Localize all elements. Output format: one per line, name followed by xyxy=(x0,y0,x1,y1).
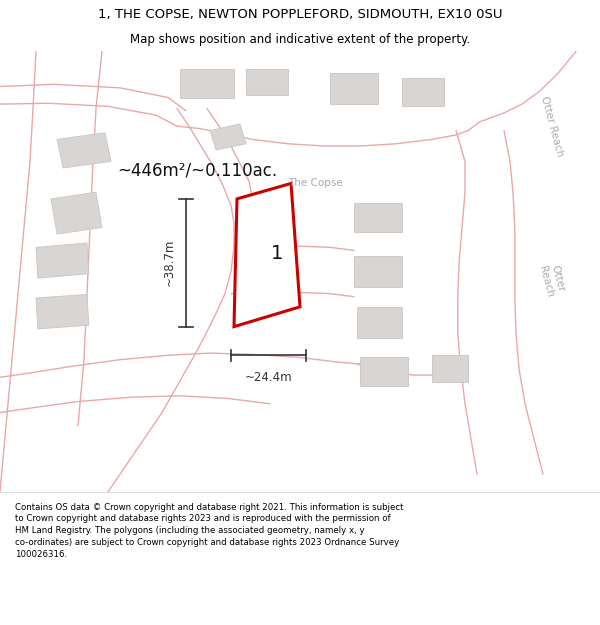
Polygon shape xyxy=(402,78,444,106)
Text: ~38.7m: ~38.7m xyxy=(163,239,176,286)
Text: Otter
Reach: Otter Reach xyxy=(538,262,566,299)
Polygon shape xyxy=(357,307,402,338)
Polygon shape xyxy=(210,124,246,150)
Polygon shape xyxy=(246,69,288,95)
Polygon shape xyxy=(354,256,402,287)
Polygon shape xyxy=(234,184,300,327)
Polygon shape xyxy=(57,132,111,168)
Polygon shape xyxy=(432,355,468,382)
Polygon shape xyxy=(51,192,102,234)
Text: The Copse: The Copse xyxy=(288,179,343,189)
Polygon shape xyxy=(180,69,234,98)
Text: Contains OS data © Crown copyright and database right 2021. This information is : Contains OS data © Crown copyright and d… xyxy=(15,503,404,559)
Text: Map shows position and indicative extent of the property.: Map shows position and indicative extent… xyxy=(130,34,470,46)
Text: ~24.4m: ~24.4m xyxy=(245,371,292,384)
Text: 1, THE COPSE, NEWTON POPPLEFORD, SIDMOUTH, EX10 0SU: 1, THE COPSE, NEWTON POPPLEFORD, SIDMOUT… xyxy=(98,8,502,21)
Polygon shape xyxy=(36,243,89,278)
Polygon shape xyxy=(36,294,89,329)
Text: ~446m²/~0.110ac.: ~446m²/~0.110ac. xyxy=(117,161,277,179)
Polygon shape xyxy=(360,357,408,386)
Text: 1: 1 xyxy=(271,244,284,264)
Polygon shape xyxy=(354,203,402,232)
Polygon shape xyxy=(330,73,378,104)
Text: Otter Reach: Otter Reach xyxy=(539,95,565,158)
